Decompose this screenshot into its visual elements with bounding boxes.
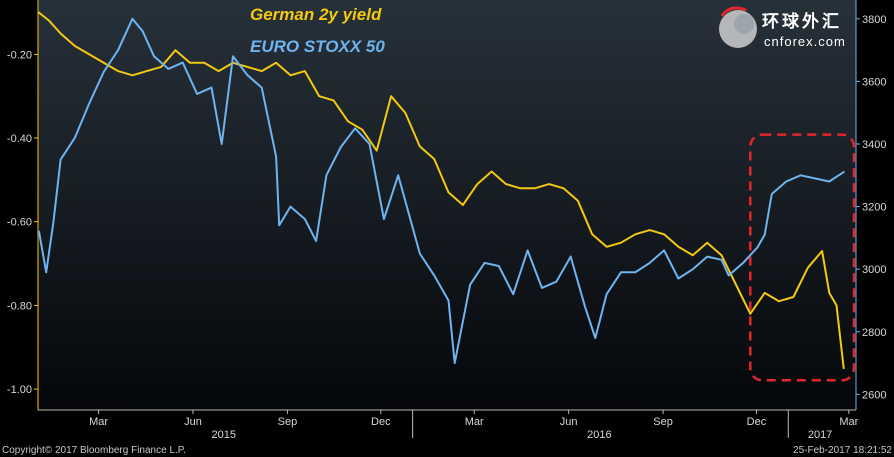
footer-copyright: Copyright© 2017 Bloomberg Finance L.P.	[2, 445, 186, 456]
left-tick-label: -0.80	[7, 300, 32, 312]
footer: Copyright© 2017 Bloomberg Finance L.P. 2…	[2, 445, 892, 456]
right-tick-label: 3800	[862, 14, 886, 26]
legend-entry-euro-stoxx-50: EURO STOXX 50	[250, 37, 385, 56]
plot-background	[38, 0, 856, 410]
left-tick-label: -1.00	[7, 384, 32, 396]
logo-globe-inner	[734, 14, 754, 34]
x-tick-label: Jun	[184, 416, 202, 428]
watermark-domain: cnforex.com	[764, 34, 846, 49]
logo-swoosh-icon	[720, 6, 747, 17]
left-tick-label: -0.20	[7, 49, 32, 61]
left-tick-label: -0.60	[7, 217, 32, 229]
x-tick-label: Mar	[89, 416, 108, 428]
left-tick-label: -0.40	[7, 133, 32, 145]
x-tick-label: Mar	[839, 416, 858, 428]
x-tick-label: Mar	[465, 416, 484, 428]
right-tick-label: 3200	[862, 202, 886, 214]
x-tick-label: Sep	[278, 416, 298, 428]
x-year-label: 2017	[808, 429, 832, 441]
highlight-layer	[749, 133, 856, 382]
axes: -0.20 -0.40 -0.60 -0.80 -1.00 3800 3600 3400 320…	[7, 0, 886, 441]
watermark-chinese: 环球外汇	[762, 11, 842, 32]
right-tick-label: 3000	[862, 264, 886, 276]
x-tick-label: Sep	[653, 416, 673, 428]
x-tick-label: Dec	[371, 416, 391, 428]
right-tick-label: 2600	[862, 389, 886, 401]
footer-timestamp: 25-Feb-2017 18:21:52	[793, 445, 892, 456]
x-year-label: 2016	[587, 429, 611, 441]
legend-entry-german-2y-yield: German 2y yield	[250, 5, 382, 24]
watermark-logo: 环球外汇 cnforex.com	[719, 6, 846, 49]
x-year-label: 2015	[212, 429, 236, 441]
series-layer	[38, 11, 845, 370]
right-tick-label: 2800	[862, 327, 886, 339]
series-line-euro-stoxx-50	[38, 17, 845, 365]
highlight-box	[749, 133, 856, 382]
legend: German 2y yield EURO STOXX 50	[250, 5, 385, 56]
series-line-german-2y-yield	[38, 11, 845, 370]
x-tick-label: Dec	[747, 416, 767, 428]
right-tick-label: 3400	[862, 139, 886, 151]
right-tick-label: 3600	[862, 76, 886, 88]
x-tick-label: Jun	[560, 416, 578, 428]
